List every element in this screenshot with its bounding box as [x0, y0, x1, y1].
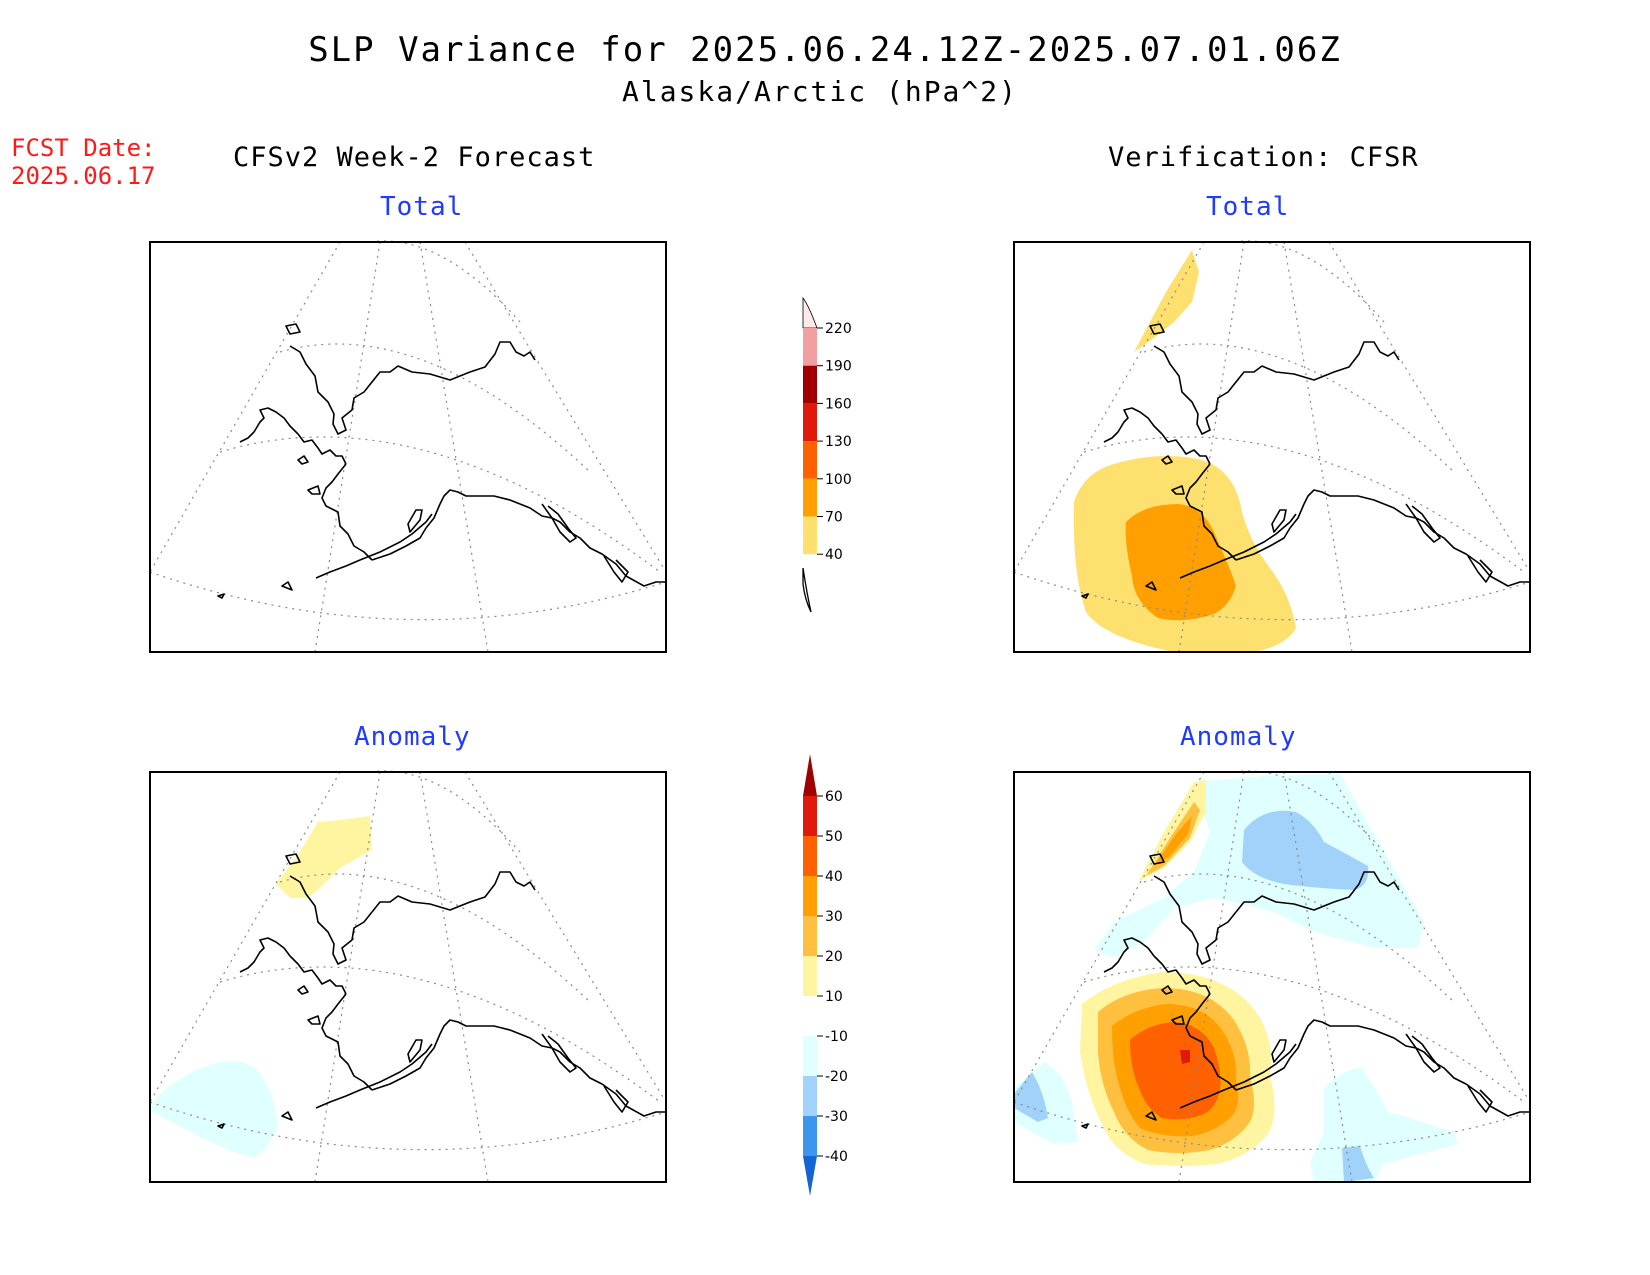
contour-neg20-neg30-north: [1242, 810, 1369, 890]
graticule: [1013, 240, 1531, 653]
total-colorbar-labels: 220 190 160 130 100 70 40: [817, 321, 852, 563]
anomaly-colorbar-box: [803, 876, 817, 916]
graticule: [149, 770, 667, 1183]
contour-neg10-neg20: [152, 1061, 278, 1158]
total-colorbar-box: [803, 328, 817, 366]
contour-40-50-main: [1130, 1022, 1221, 1120]
total-colorbar-label: 130: [825, 434, 852, 450]
graticule: [1013, 770, 1531, 1183]
anomaly-colorbar-box: [803, 1036, 817, 1076]
verification-total-title: Total: [1206, 192, 1290, 222]
anomaly-colorbar-label: -10: [825, 1029, 848, 1045]
contour-70-100: [1125, 504, 1236, 621]
fcst-date-label: FCST Date:: [11, 134, 156, 162]
map-frame: [149, 241, 667, 653]
verification-column-heading: Verification: CFSR: [1108, 142, 1419, 173]
anomaly-colorbar-top-triangle: [803, 754, 817, 796]
coastline: [1081, 323, 1530, 599]
forecast-anomaly-map: [149, 770, 667, 1183]
anomaly-colorbar-box: [803, 996, 817, 1036]
map-frame: [149, 771, 667, 1183]
total-colorbar-boxes: [803, 328, 817, 555]
total-colorbar-box: [803, 365, 817, 404]
main-subtitle: Alaska/Arctic (hPa^2): [621, 75, 1018, 108]
contour-10-20-north: [1138, 780, 1206, 882]
total-colorbar-top-cap: [802, 296, 818, 329]
forecast-total-map: [149, 240, 667, 653]
forecast-anomaly-title: Anomaly: [354, 722, 471, 752]
anomaly-colorbar-box: [803, 1116, 817, 1156]
anomaly-colorbar-boxes: [803, 754, 817, 1196]
coastline: [1081, 853, 1530, 1129]
total-colorbar-bottom-cap: [802, 567, 812, 613]
total-colorbar-box: [803, 441, 817, 479]
contours: [1014, 774, 1458, 1182]
total-colorbar-label: 190: [825, 359, 852, 375]
anomaly-colorbar-label: 50: [825, 829, 843, 845]
total-colorbar: 220 190 160 130 100 70 40: [802, 296, 852, 613]
total-colorbar-box: [803, 478, 817, 517]
total-colorbar-label: 160: [825, 396, 852, 412]
map-frame: [1013, 241, 1531, 653]
coastline: [217, 853, 666, 1129]
anomaly-colorbar-label: -20: [825, 1069, 848, 1085]
fcst-date-value: 2025.06.17: [11, 162, 156, 190]
total-colorbar-box: [803, 403, 817, 442]
anomaly-colorbar-box: [803, 836, 817, 876]
contour-neg10-neg20-southeast: [1310, 1068, 1458, 1182]
anomaly-colorbar-box: [803, 916, 817, 956]
contour-10-20: [276, 816, 372, 898]
forecast-column-heading: CFSv2 Week-2 Forecast: [233, 142, 596, 173]
graticule: [149, 240, 667, 653]
anomaly-colorbar-labels: 60 50 40 30 20 10 -10 -20 -30 -40: [817, 789, 848, 1165]
main-title: SLP Variance for 2025.06.24.12Z-2025.07.…: [308, 30, 1342, 70]
total-colorbar-label: 70: [825, 510, 843, 526]
total-colorbar-label: 220: [825, 321, 852, 337]
contour-30-40-north: [1154, 816, 1192, 866]
anomaly-colorbar-label: 40: [825, 869, 843, 885]
verification-anomaly-map: [1013, 770, 1531, 1183]
map-frame: [1013, 771, 1531, 1183]
total-colorbar-label: 100: [825, 472, 852, 488]
verification-total-map: [1013, 240, 1531, 653]
anomaly-colorbar-label: 10: [825, 989, 843, 1005]
anomaly-colorbar-box: [803, 956, 817, 996]
total-colorbar-label: 40: [825, 547, 843, 563]
anomaly-colorbar-box: [803, 796, 817, 836]
coastline: [217, 323, 666, 599]
anomaly-colorbar-label: -40: [825, 1149, 848, 1165]
contour-50-60-main: [1180, 1050, 1190, 1064]
anomaly-colorbar: 60 50 40 30 20 10 -10 -20 -30 -40: [803, 754, 848, 1196]
verification-anomaly-title: Anomaly: [1180, 722, 1297, 752]
anomaly-colorbar-box: [803, 1076, 817, 1116]
anomaly-colorbar-bottom-triangle: [803, 1156, 817, 1196]
forecast-total-title: Total: [380, 192, 464, 222]
total-colorbar-box: [803, 516, 817, 555]
anomaly-colorbar-label: 30: [825, 909, 843, 925]
contour-neg20-neg30-west: [1014, 1072, 1048, 1122]
anomaly-colorbar-label: 20: [825, 949, 843, 965]
contour-40-70-north: [1134, 250, 1199, 352]
anomaly-colorbar-label: -30: [825, 1109, 848, 1125]
anomaly-colorbar-label: 60: [825, 789, 843, 805]
contours: [152, 816, 372, 1158]
